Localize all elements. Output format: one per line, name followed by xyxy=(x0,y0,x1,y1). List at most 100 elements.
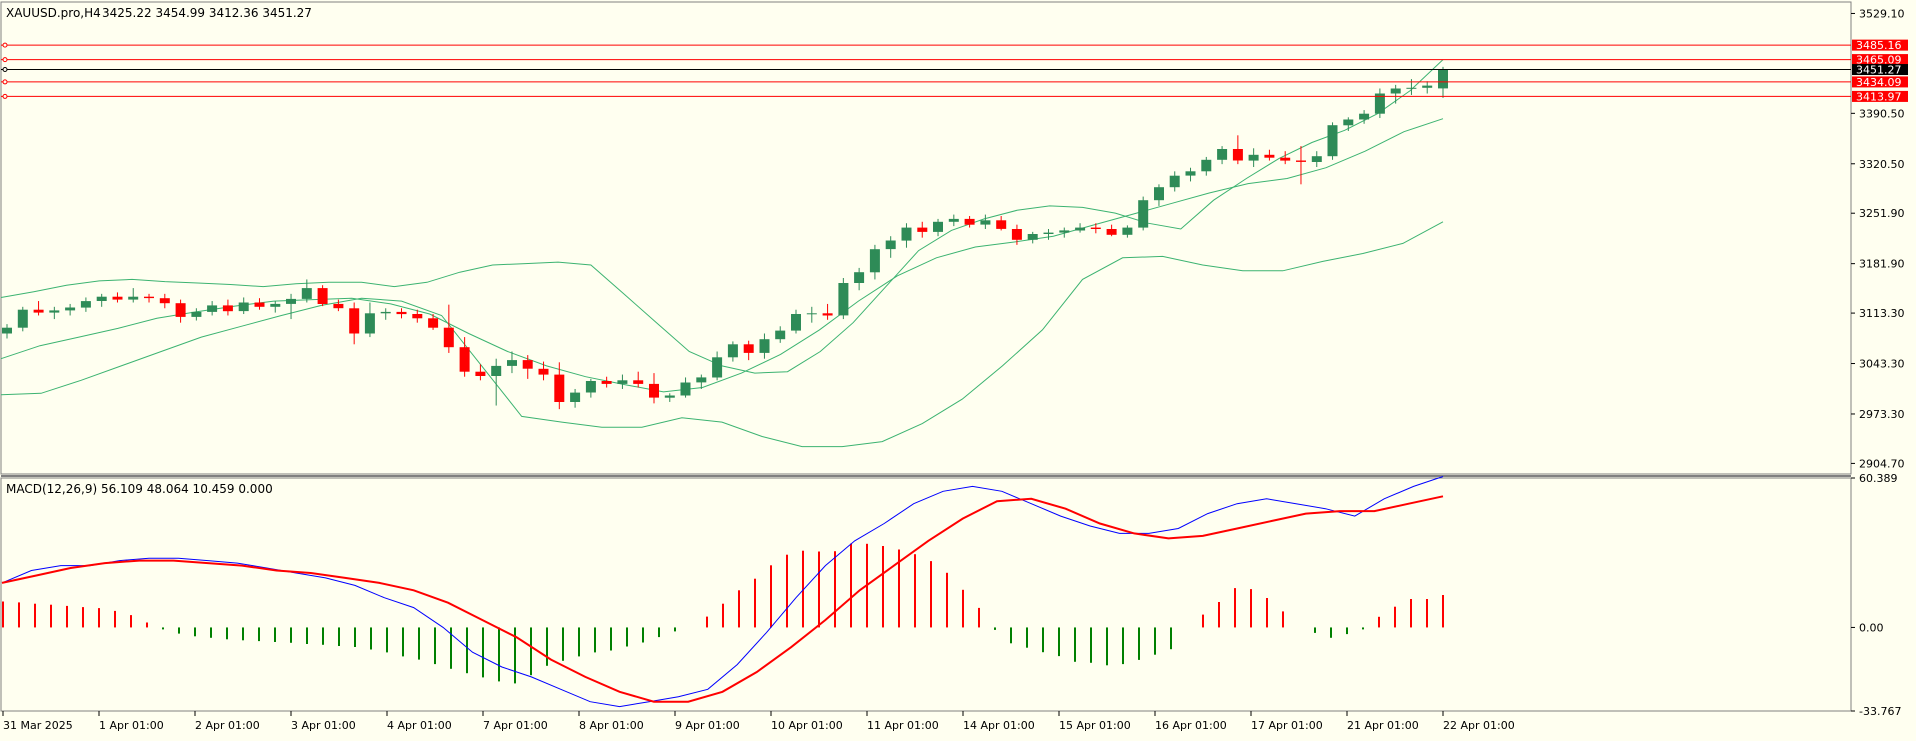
candle[interactable] xyxy=(1232,135,1243,165)
candle[interactable] xyxy=(1106,224,1117,237)
candle[interactable] xyxy=(491,358,502,406)
candle[interactable] xyxy=(649,373,659,404)
candle[interactable] xyxy=(838,277,849,320)
time-axis-label: 22 Apr 01:00 xyxy=(1443,719,1515,732)
candle[interactable] xyxy=(1390,84,1401,104)
candle[interactable] xyxy=(1027,231,1038,244)
candle[interactable] xyxy=(570,388,581,408)
candle[interactable] xyxy=(144,293,154,303)
candle[interactable] xyxy=(159,293,170,309)
candle[interactable] xyxy=(1075,223,1086,233)
candle[interactable] xyxy=(380,308,391,320)
candle[interactable] xyxy=(1264,149,1275,161)
candle-body xyxy=(254,302,265,307)
candle[interactable] xyxy=(207,301,218,316)
candle[interactable] xyxy=(2,324,12,339)
candle[interactable] xyxy=(917,221,928,238)
candle[interactable] xyxy=(933,218,943,237)
candle[interactable] xyxy=(806,306,817,323)
candle[interactable] xyxy=(1217,146,1228,165)
candle[interactable] xyxy=(317,285,328,307)
candle[interactable] xyxy=(1090,223,1101,234)
price-level-handle[interactable] xyxy=(2,93,8,99)
candle[interactable] xyxy=(585,378,596,398)
price-level-handle[interactable] xyxy=(2,57,8,63)
candle[interactable] xyxy=(822,303,833,320)
candle[interactable] xyxy=(1185,167,1196,182)
candle[interactable] xyxy=(996,216,1007,231)
candle[interactable] xyxy=(112,292,123,303)
bollinger-lower-band xyxy=(0,221,1444,448)
candle[interactable] xyxy=(65,303,76,316)
candle[interactable] xyxy=(475,364,486,381)
candle[interactable] xyxy=(1011,224,1022,245)
candle[interactable] xyxy=(522,355,533,379)
candle[interactable] xyxy=(1296,146,1306,185)
price-level-handle[interactable] xyxy=(2,79,8,85)
candle[interactable] xyxy=(1343,117,1354,131)
candle[interactable] xyxy=(948,214,959,227)
candle[interactable] xyxy=(775,326,786,343)
candle[interactable] xyxy=(1122,225,1133,238)
candle[interactable] xyxy=(1043,228,1054,240)
candle[interactable] xyxy=(507,351,517,374)
candle[interactable] xyxy=(49,306,60,320)
candle[interactable] xyxy=(791,309,801,334)
candle[interactable] xyxy=(712,351,723,381)
candle[interactable] xyxy=(633,371,644,388)
candle[interactable] xyxy=(1138,196,1149,231)
candle[interactable] xyxy=(412,309,423,323)
candle[interactable] xyxy=(727,341,738,362)
candle[interactable] xyxy=(17,306,28,332)
candle[interactable] xyxy=(286,293,296,320)
candle[interactable] xyxy=(1422,81,1433,94)
candle[interactable] xyxy=(1374,88,1385,119)
candle[interactable] xyxy=(459,337,470,377)
candle[interactable] xyxy=(364,302,375,338)
candle[interactable] xyxy=(238,297,249,315)
price-level-handle[interactable] xyxy=(2,42,8,48)
candle[interactable] xyxy=(1280,151,1291,165)
candle[interactable] xyxy=(1059,227,1070,238)
candle[interactable] xyxy=(1311,151,1322,168)
candle[interactable] xyxy=(270,301,281,313)
candle[interactable] xyxy=(1169,171,1180,192)
candle[interactable] xyxy=(759,333,770,359)
candle[interactable] xyxy=(254,298,265,310)
candle[interactable] xyxy=(222,299,233,316)
candle[interactable] xyxy=(1327,122,1338,160)
candle[interactable] xyxy=(617,374,628,389)
candle[interactable] xyxy=(1201,156,1212,176)
candle[interactable] xyxy=(428,314,439,330)
candle[interactable] xyxy=(854,267,865,291)
candle[interactable] xyxy=(96,293,107,307)
candle[interactable] xyxy=(980,214,991,229)
candle[interactable] xyxy=(664,393,675,402)
candle[interactable] xyxy=(538,361,549,381)
candle[interactable] xyxy=(885,236,896,258)
candle[interactable] xyxy=(743,340,754,361)
candle[interactable] xyxy=(901,223,912,248)
candle[interactable] xyxy=(1154,184,1164,206)
candle[interactable] xyxy=(301,279,312,303)
candle[interactable] xyxy=(696,374,707,389)
candle[interactable] xyxy=(601,376,612,388)
candle[interactable] xyxy=(964,216,975,228)
candle[interactable] xyxy=(128,288,139,303)
candle[interactable] xyxy=(554,362,565,410)
price-level-handle[interactable] xyxy=(2,67,8,73)
candle[interactable] xyxy=(175,299,186,323)
candle[interactable] xyxy=(80,297,91,312)
candle[interactable] xyxy=(33,301,44,316)
candle[interactable] xyxy=(349,302,360,345)
candle[interactable] xyxy=(869,244,880,280)
candle[interactable] xyxy=(396,308,407,319)
candle[interactable] xyxy=(1248,148,1259,168)
candle[interactable] xyxy=(680,377,691,398)
candle[interactable] xyxy=(333,299,344,312)
candle[interactable] xyxy=(1359,110,1370,124)
candle[interactable] xyxy=(191,308,202,321)
candle[interactable] xyxy=(443,304,454,353)
